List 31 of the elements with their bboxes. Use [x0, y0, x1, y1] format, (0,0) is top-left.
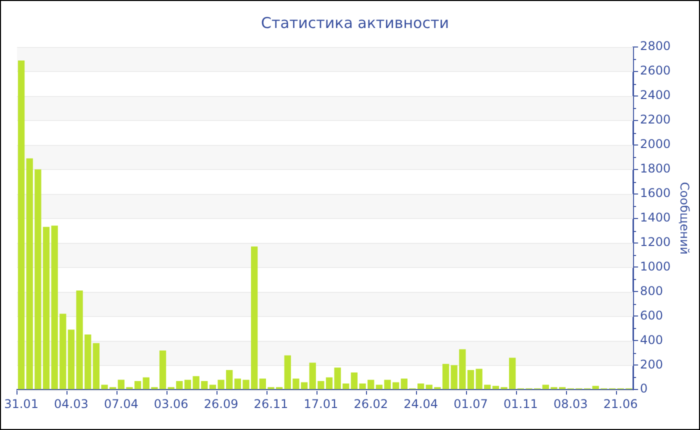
y-tick-label: 1400 — [640, 210, 671, 224]
y-tick-label: 1600 — [640, 186, 671, 200]
y-tick-label: 1800 — [640, 161, 671, 176]
y-tick-label: 2600 — [640, 64, 671, 78]
bar — [18, 60, 25, 390]
chart-title: Статистика активности — [261, 14, 449, 32]
y-axis-title: Сообщений — [678, 182, 692, 255]
x-tick-label: 31.01 — [4, 396, 38, 411]
y-tick-label: 1200 — [640, 234, 671, 249]
y-tick-label: 800 — [640, 284, 663, 298]
x-tick-label: 17.01 — [304, 396, 338, 411]
y-tick-label: 0 — [640, 382, 648, 396]
x-tick-label: 26.09 — [204, 396, 238, 411]
x-tick-label: 24.04 — [404, 396, 438, 411]
y-tick-label: 600 — [640, 308, 663, 322]
x-tick-label: 01.11 — [504, 396, 538, 411]
x-tick-label: 04.03 — [54, 396, 88, 411]
y-tick-label: 1000 — [640, 259, 671, 274]
x-tick-label: 07.04 — [104, 396, 138, 411]
x-tick-label: 21.06 — [603, 396, 638, 411]
y-tick-label: 2800 — [640, 39, 671, 54]
x-tick-label: 26.02 — [354, 396, 388, 411]
x-tick-label: 03.06 — [154, 396, 188, 411]
x-tick-label: 26.11 — [254, 396, 288, 411]
y-tick-label: 2200 — [640, 112, 671, 127]
y-tick-label: 2000 — [640, 137, 671, 152]
x-tick-label: 08.03 — [553, 396, 588, 411]
y-tick-label: 200 — [640, 357, 663, 372]
y-tick-label: 2400 — [640, 88, 671, 102]
x-tick-label: 01.07 — [454, 396, 488, 411]
y-tick-label: 400 — [640, 332, 663, 347]
